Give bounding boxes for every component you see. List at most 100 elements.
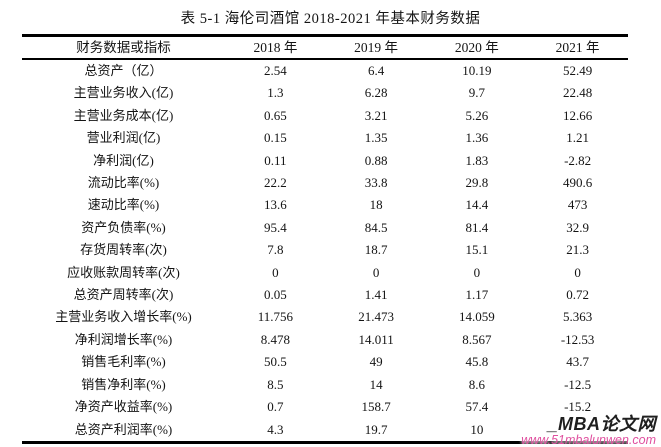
row-value: -2.82 <box>564 152 592 168</box>
row-value: 1.21 <box>566 130 589 146</box>
row-value: 1.41 <box>364 287 388 303</box>
row-value <box>527 419 628 443</box>
row-value: 8.6 <box>468 376 485 392</box>
table-row: 主营业务收入(亿) 1.3 6.28 9.7 22.48 <box>22 82 628 104</box>
row-value: 1.36 <box>465 130 489 146</box>
row-value: 0 <box>372 264 380 280</box>
table-body: 总资产（亿） 2.54 6.4 10.19 52.49 主营业务收入(亿) 1.… <box>22 59 628 442</box>
row-value: 5.363 <box>562 309 593 325</box>
table-row: 主营业务成本(亿) 0.65 3.21 5.26 12.66 <box>22 105 628 127</box>
row-value: 14.4 <box>465 197 489 213</box>
table-row: 应收账款周转率(次) 0 0 0 0 <box>22 262 628 284</box>
row-value: 14.011 <box>358 331 394 347</box>
table-row: 资产负债率(%) 95.4 84.5 81.4 32.9 <box>22 217 628 239</box>
row-value: 32.9 <box>566 219 589 235</box>
row-value: 1.3 <box>267 85 284 101</box>
row-label: 总资产周转率(次) <box>73 287 174 303</box>
row-label: 销售净利率(%) <box>81 376 166 392</box>
row-value: 50.5 <box>264 354 287 370</box>
row-value: 33.8 <box>364 175 388 191</box>
row-value: 0 <box>272 264 279 280</box>
row-label: 主营业务收入(亿) <box>73 85 174 101</box>
column-header-2019: 2019 年 <box>325 35 427 60</box>
financial-table: 财务数据或指标 2018 年 2019 年 2020 年 2021 年 总资产（… <box>22 34 628 444</box>
table-row: 总资产（亿） 2.54 6.4 10.19 52.49 <box>22 59 628 82</box>
row-value: 14.059 <box>458 309 495 325</box>
row-value: 11.756 <box>257 309 294 325</box>
row-label: 主营业务收入增长率(%) <box>55 309 192 325</box>
row-value: 490.6 <box>562 175 593 191</box>
row-label: 总资产利润率(%) <box>74 421 173 437</box>
row-value: 18 <box>369 197 383 213</box>
row-value: 0.15 <box>264 130 287 146</box>
row-value: 8.478 <box>260 331 290 347</box>
column-header-2018: 2018 年 <box>225 35 326 60</box>
row-value: 0 <box>473 264 481 280</box>
row-value: 84.5 <box>364 219 388 235</box>
row-value: 19.7 <box>364 421 388 437</box>
row-value: 0.7 <box>267 399 284 415</box>
row-value: 0.88 <box>364 152 388 168</box>
row-label: 资产负债率(%) <box>81 219 166 235</box>
row-value: 22.48 <box>562 85 593 101</box>
table-row: 存货周转率(次) 7.8 18.7 15.1 21.3 <box>22 239 628 261</box>
row-value: 158.7 <box>361 399 391 415</box>
row-label: 净资产收益率(%) <box>74 399 173 415</box>
table-caption: 表 5-1 海伦司酒馆 2018-2021 年基本财务数据 <box>180 11 481 27</box>
row-value: -12.53 <box>560 331 595 347</box>
row-value: 5.26 <box>465 107 489 123</box>
row-label: 主营业务成本(亿) <box>73 107 174 123</box>
row-value: -15.2 <box>564 399 592 415</box>
row-label: 销售毛利率(%) <box>81 354 166 370</box>
row-value: 18.7 <box>364 242 388 258</box>
column-header-2021: 2021 年 <box>527 35 628 60</box>
row-value: 3.21 <box>364 107 388 123</box>
row-label: 净利润(亿) <box>93 152 154 168</box>
row-value: 0 <box>574 264 581 280</box>
row-label: 总资产（亿） <box>84 63 163 78</box>
row-label: 营业利润(亿) <box>86 130 161 146</box>
row-value: 10 <box>470 421 484 437</box>
row-value: 43.7 <box>566 354 589 370</box>
row-value: 473 <box>567 197 588 213</box>
row-label: 流动比率(%) <box>87 175 160 191</box>
header-row: 财务数据或指标 2018 年 2019 年 2020 年 2021 年 <box>22 35 628 60</box>
row-label: 净利润增长率(%) <box>74 331 173 347</box>
row-value: 8.5 <box>267 376 284 392</box>
row-value: 1.35 <box>364 130 388 146</box>
row-value: 0.65 <box>264 107 287 123</box>
row-value: 1.17 <box>465 287 489 303</box>
table-row: 总资产利润率(%) 4.3 19.7 10 <box>22 419 628 443</box>
row-value: 12.66 <box>562 107 593 123</box>
row-value: 10.19 <box>462 63 492 78</box>
row-value: 6.28 <box>364 85 388 101</box>
row-value: 0.11 <box>264 152 287 168</box>
table-row: 净资产收益率(%) 0.7 158.7 57.4 -15.2 <box>22 396 628 418</box>
row-value: 57.4 <box>465 399 489 415</box>
table-row: 销售毛利率(%) 50.5 49 45.8 43.7 <box>22 351 628 373</box>
row-value: 49 <box>369 354 383 370</box>
table-row: 净利润(亿) 0.11 0.88 1.83 -2.82 <box>22 150 628 172</box>
row-value: 21.3 <box>566 242 589 258</box>
row-value: 8.567 <box>462 331 492 347</box>
row-value: 9.7 <box>468 85 485 101</box>
row-value: 81.4 <box>465 219 489 235</box>
row-value: 29.8 <box>465 175 489 191</box>
row-value: 4.3 <box>267 421 284 437</box>
table-row: 速动比率(%) 13.6 18 14.4 473 <box>22 194 628 216</box>
row-value: 45.8 <box>465 354 489 370</box>
table-row: 营业利润(亿) 0.15 1.35 1.36 1.21 <box>22 127 628 149</box>
row-value: 14 <box>369 376 383 392</box>
row-value: 7.8 <box>267 242 284 258</box>
row-value: 6.4 <box>367 63 385 78</box>
row-value: 0.05 <box>264 287 287 303</box>
row-value: 0.72 <box>566 287 589 303</box>
row-value: 15.1 <box>465 242 489 258</box>
row-value: 95.4 <box>264 219 287 235</box>
row-value: 13.6 <box>264 197 287 213</box>
row-value: 52.49 <box>562 63 593 78</box>
row-label: 应收账款周转率(次) <box>67 264 180 280</box>
row-value: 21.473 <box>358 309 394 325</box>
table-row: 流动比率(%) 22.2 33.8 29.8 490.6 <box>22 172 628 194</box>
